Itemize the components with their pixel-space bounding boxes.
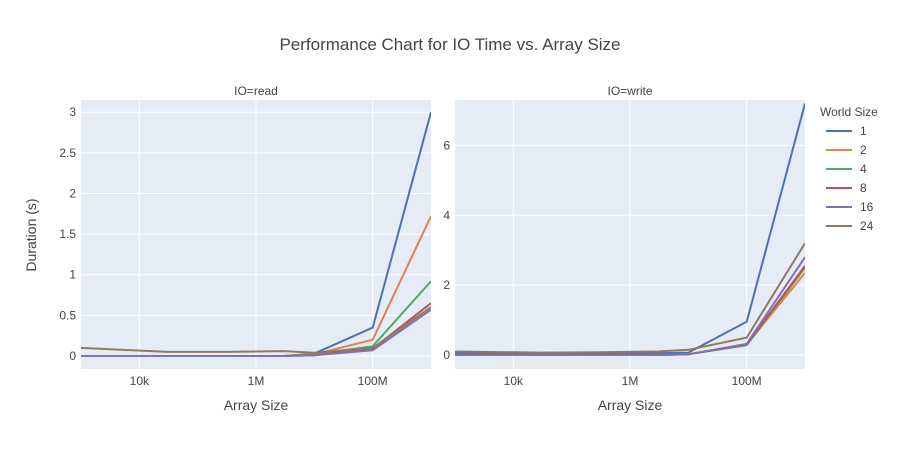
y-tick-label: 0 [443,348,450,362]
y-tick-label: 0 [69,349,76,363]
panel-1: 10k 1M 100M 0 0.5 1 1.5 2 2.5 3 IO=read Array Size [59,84,431,413]
y-tick-label: 1 [69,268,76,282]
x-tick-label: 1M [248,374,265,388]
x-axis-label: Array Size [598,397,663,413]
legend-item-8[interactable]: 8 [826,181,867,195]
legend-label: 4 [860,162,867,176]
legend-item-1[interactable]: 1 [826,124,867,138]
y-tick-label: 4 [443,208,450,222]
facet-label: IO=read [234,84,278,98]
legend-item-24[interactable]: 24 [826,219,874,233]
legend-item-4[interactable]: 4 [826,162,867,176]
series-line-16 [455,256,805,356]
x-tick-label: 1M [622,374,639,388]
legend-label: 1 [860,124,867,138]
x-tick-label: 10k [130,374,150,388]
series-line-24 [81,306,431,354]
y-tick-label: 2 [443,278,450,292]
y-tick-label: 2 [69,186,76,200]
legend-label: 8 [860,181,867,195]
legend-item-16[interactable]: 16 [826,200,874,214]
series-line-24 [455,242,805,354]
y-tick-label: 0.5 [59,308,76,322]
legend-label: 2 [860,143,867,157]
chart-title: Performance Chart for IO Time vs. Array … [279,35,620,54]
panel-2: 10k 1M 100M 0 2 4 6 IO=write Array Size [443,84,805,413]
legend-title: World Size [820,105,878,119]
x-tick-label: 100M [358,374,388,388]
legend-item-2[interactable]: 2 [826,143,867,157]
legend-label: 16 [860,200,874,214]
x-tick-label: 10k [504,374,524,388]
y-tick-label: 3 [69,105,76,119]
y-tick-label: 1.5 [59,227,76,241]
facet-label: IO=write [607,84,652,98]
legend-label: 24 [860,219,874,233]
x-axis-label: Array Size [224,397,289,413]
series-line-16 [81,308,431,357]
y-tick-label: 6 [443,138,450,152]
y-axis-label: Duration (s) [23,198,39,271]
x-tick-label: 100M [732,374,762,388]
y-tick-label: 2.5 [59,146,76,160]
